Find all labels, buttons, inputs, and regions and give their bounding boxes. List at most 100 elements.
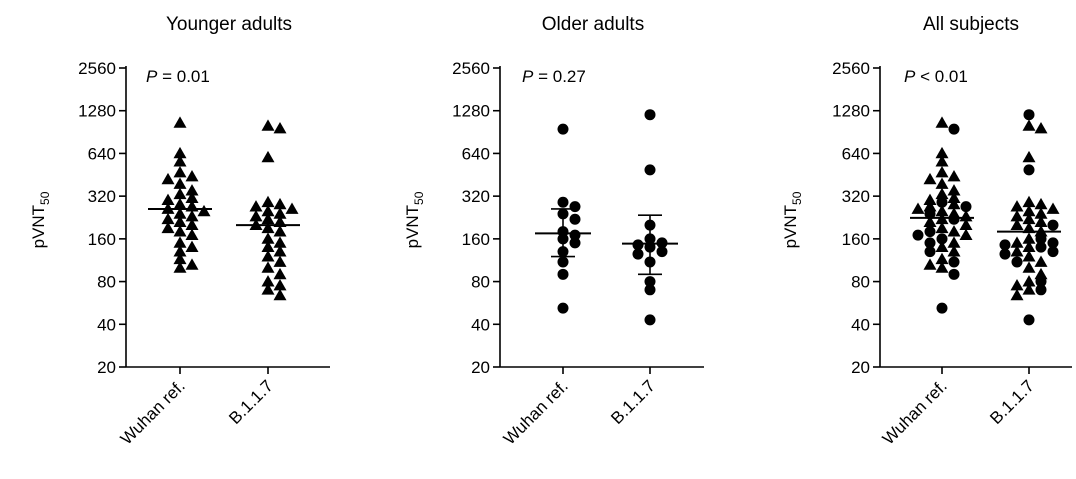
- data-point-triangle: [1034, 215, 1048, 227]
- data-point-triangle: [173, 197, 187, 210]
- data-point-circle: [1047, 246, 1059, 258]
- data-point-circle: [1035, 276, 1047, 288]
- data-point-circle: [936, 233, 948, 245]
- data-point-circle: [569, 213, 581, 225]
- y-tick-label: 80: [471, 273, 490, 292]
- y-tick-label: 20: [851, 358, 870, 377]
- data-point-circle: [644, 164, 656, 176]
- y-tick-label: 160: [462, 230, 490, 249]
- data-point-circle: [644, 284, 656, 296]
- chart-title: Younger adults: [166, 14, 292, 35]
- data-point-triangle: [261, 232, 275, 244]
- data-point-triangle: [273, 197, 287, 210]
- data-point-triangle: [173, 165, 187, 178]
- data-point-triangle: [911, 202, 925, 214]
- data-point-triangle: [947, 184, 961, 196]
- p-value-annotation: P = 0.01: [146, 67, 210, 86]
- data-point-triangle: [273, 236, 287, 248]
- data-point-circle: [1023, 164, 1035, 176]
- data-point-triangle: [1022, 232, 1036, 244]
- data-point-triangle: [1046, 202, 1060, 214]
- y-tick-label: 640: [88, 144, 116, 163]
- data-point-triangle: [1022, 261, 1036, 273]
- data-point-triangle: [273, 225, 287, 237]
- data-point-triangle: [273, 245, 287, 257]
- data-point-triangle: [273, 255, 287, 267]
- y-tick-label: 1280: [832, 102, 870, 121]
- data-point-triangle: [1022, 250, 1036, 262]
- data-point-circle: [644, 314, 656, 326]
- data-point-triangle: [1034, 121, 1048, 134]
- data-point-triangle: [1022, 119, 1036, 131]
- data-point-circle: [924, 208, 936, 220]
- data-point-circle: [557, 196, 569, 208]
- data-point-circle: [632, 248, 644, 260]
- data-point-triangle: [185, 240, 199, 252]
- data-point-triangle: [947, 191, 961, 203]
- data-point-circle: [948, 213, 960, 225]
- x-tick-label: Wuhan ref.: [117, 376, 189, 448]
- data-point-triangle: [185, 191, 199, 203]
- data-point-circle: [936, 196, 948, 208]
- data-point-circle: [1011, 256, 1023, 268]
- panel-older-adults: Older adults P = 0.27 pVNT50 20 40 80 160 32…: [403, 14, 704, 448]
- y-tick-label: 80: [97, 273, 116, 292]
- data-point-triangle: [1022, 195, 1036, 208]
- data-point-triangle: [173, 252, 187, 265]
- y-tick-label: 160: [88, 230, 116, 249]
- y-tick-label: 20: [97, 358, 116, 377]
- data-point-triangle: [1022, 283, 1036, 295]
- y-tick-label: 1280: [452, 102, 490, 121]
- data-point-circle: [557, 268, 569, 280]
- data-point-triangle: [923, 172, 937, 185]
- data-point-triangle: [935, 204, 949, 217]
- data-point-circle: [1035, 233, 1047, 245]
- y-tick-label: 640: [462, 144, 490, 163]
- y-axis-label: pVNT50: [29, 191, 52, 248]
- data-point-triangle: [173, 207, 187, 219]
- data-point-triangle: [1034, 255, 1048, 267]
- data-point-triangle: [261, 221, 275, 234]
- data-point-triangle: [947, 197, 961, 210]
- data-point-circle: [948, 256, 960, 268]
- chart-title: All subjects: [923, 14, 1019, 35]
- data-point-circle: [557, 302, 569, 314]
- data-point-triangle: [947, 245, 961, 257]
- data-point-circle: [948, 123, 960, 135]
- data-point-triangle: [935, 177, 949, 189]
- panel-all-subjects: All subjects P < 0.01 pVNT50 20 40 80 160 32…: [781, 14, 1072, 448]
- data-point-triangle: [173, 155, 187, 167]
- data-point-triangle: [935, 116, 949, 128]
- data-point-triangle: [173, 146, 187, 159]
- data-point-triangle: [261, 119, 275, 131]
- y-axis-label: pVNT50: [403, 191, 426, 248]
- x-tick-label: B.1.1.7: [225, 376, 277, 428]
- y-tick-label: 1280: [78, 102, 116, 121]
- data-point-triangle: [1010, 218, 1024, 230]
- data-point-circle: [1023, 109, 1035, 121]
- data-point-triangle: [1010, 236, 1024, 248]
- data-point-triangle: [1022, 212, 1036, 225]
- data-point-triangle: [161, 172, 175, 185]
- data-point-triangle: [273, 267, 287, 280]
- data-point-triangle: [1022, 204, 1036, 217]
- data-point-circle: [999, 239, 1011, 251]
- data-point-triangle: [261, 261, 275, 273]
- data-point-triangle: [923, 193, 937, 205]
- y-tick-label: 320: [842, 187, 870, 206]
- data-point-circle: [569, 237, 581, 249]
- data-point-triangle: [261, 250, 275, 262]
- y-axis-label: pVNT50: [781, 191, 804, 248]
- data-point-circle: [948, 268, 960, 280]
- y-tick-label: 160: [842, 230, 870, 249]
- data-point-triangle: [273, 207, 287, 219]
- y-tick-label: 640: [842, 144, 870, 163]
- data-point-triangle: [935, 146, 949, 159]
- data-point-triangle: [959, 218, 973, 230]
- x-tick-label: B.1.1.7: [986, 376, 1038, 428]
- data-point-triangle: [1010, 245, 1024, 257]
- p-value-annotation: P < 0.01: [904, 67, 968, 86]
- data-point-triangle: [1034, 207, 1048, 219]
- data-point-triangle: [185, 209, 199, 222]
